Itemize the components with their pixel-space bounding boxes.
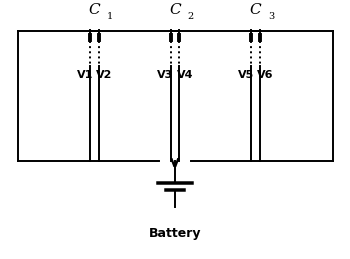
Text: V4: V4 [176, 70, 193, 80]
Text: C: C [169, 3, 181, 17]
Text: 2: 2 [188, 12, 194, 21]
Text: V2: V2 [96, 70, 112, 80]
Text: V3: V3 [157, 70, 173, 80]
Text: V: V [170, 157, 180, 170]
Text: V5: V5 [238, 70, 254, 80]
Text: 1: 1 [107, 12, 113, 21]
Text: C: C [250, 3, 261, 17]
Text: C: C [89, 3, 100, 17]
Text: V1: V1 [77, 70, 93, 80]
Text: 3: 3 [268, 12, 274, 21]
Text: V6: V6 [257, 70, 274, 80]
Text: Battery: Battery [149, 227, 201, 240]
